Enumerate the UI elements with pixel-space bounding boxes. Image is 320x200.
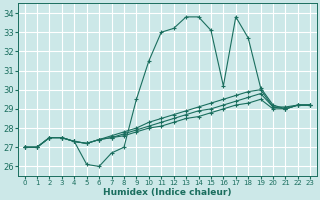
X-axis label: Humidex (Indice chaleur): Humidex (Indice chaleur) bbox=[103, 188, 232, 197]
